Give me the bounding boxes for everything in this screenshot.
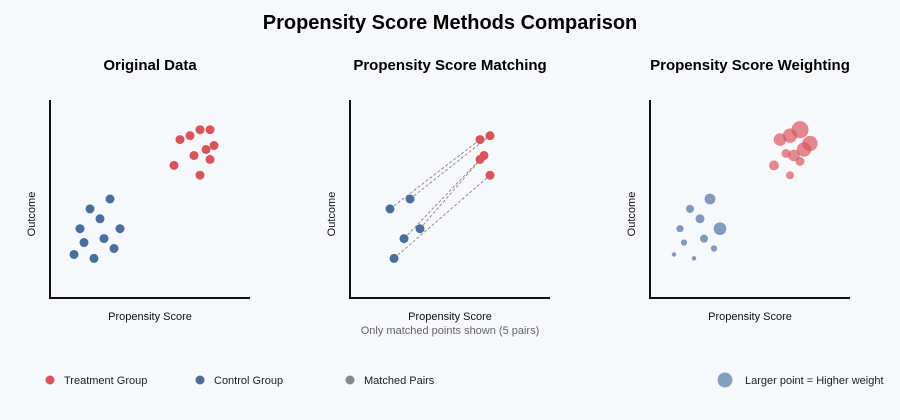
treatment-point [485,170,495,180]
treatment-point [769,160,779,171]
y-axis-label: Outcome [626,192,638,237]
control-point [385,204,395,214]
y-axis-label: Outcome [326,192,338,237]
treatment-point [785,171,795,180]
control-point [389,253,399,263]
treatment-point [475,154,485,164]
legend-label-treatment: Treatment Group [64,375,147,387]
treatment-point [795,156,805,166]
legend-marker-treatment [45,375,55,385]
control-point [115,224,125,234]
control-point [405,194,415,204]
legend-marker-control [195,375,205,385]
treatment-point [205,125,215,135]
point-layer [671,121,818,261]
legend-marker-matched [345,375,355,385]
control-point [105,194,115,204]
matched-pair-line [403,159,481,239]
control-point [676,225,684,233]
treatment-point [185,131,195,141]
legend-weight-note: Larger point = Higher weight [745,375,884,387]
control-point [415,224,425,234]
control-point [75,224,85,234]
main-title: Propensity Score Methods Comparison [263,12,638,34]
control-point [99,234,109,244]
control-point [671,252,677,257]
control-point [89,253,99,263]
matched-pair-line [409,135,491,200]
treatment-point [209,141,219,151]
legend: Treatment Group Control Group Matched Pa… [45,372,884,388]
control-point [710,245,718,252]
legend-label-control: Control Group [214,375,283,387]
point-layer [385,131,495,263]
control-point [95,214,105,224]
control-point [680,239,688,246]
control-point [79,238,89,248]
treatment-point [791,121,809,139]
treatment-point [796,142,812,157]
x-axis-label: Propensity Score [708,311,792,323]
matched-pair-line [393,174,491,259]
panel-title: Propensity Score Weighting [650,57,850,74]
pair-line-layer [389,135,491,259]
treatment-point [205,154,215,164]
panel-matching: Propensity Score Matching Propensity Sco… [326,57,550,337]
control-point [685,204,695,213]
panel-title: Original Data [103,57,197,74]
point-layer [69,125,219,263]
treatment-point [485,131,495,141]
panel-weighting: Propensity Score Weighting Propensity Sc… [626,57,850,323]
matched-note: Only matched points shown (5 pairs) [361,325,540,337]
matched-pair-line [419,155,485,229]
control-point [109,244,119,253]
control-point [699,234,709,243]
control-point [704,193,716,205]
treatment-point [201,145,211,154]
control-point [691,256,697,261]
x-axis-label: Propensity Score [408,311,492,323]
control-point [399,234,409,244]
legend-marker-weight [717,372,733,388]
control-point [69,249,79,259]
treatment-point [195,170,205,180]
matched-pair-line [389,139,481,210]
treatment-point [475,135,485,145]
treatment-point [169,160,179,170]
control-point [85,204,95,214]
control-point [713,222,727,235]
panel-title: Propensity Score Matching [353,57,546,74]
legend-label-matched: Matched Pairs [364,375,435,387]
y-axis-label: Outcome [26,192,38,237]
control-point [695,214,705,224]
panel-original-data: Original Data Propensity Score Outcome [26,57,250,323]
treatment-point [781,148,791,158]
treatment-point [195,125,205,135]
treatment-point [175,135,185,145]
x-axis-label: Propensity Score [108,311,192,323]
treatment-point [189,150,199,160]
